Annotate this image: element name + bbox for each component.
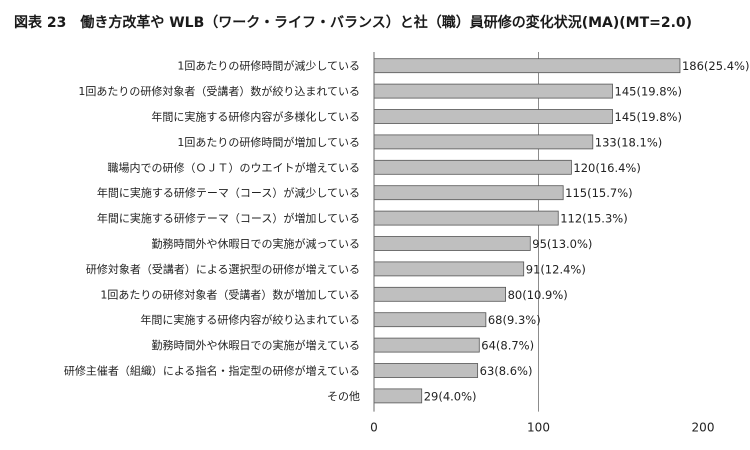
bar-4 bbox=[373, 134, 594, 150]
bar-12 bbox=[373, 337, 480, 353]
label-layer: 1回あたりの研修時間が減少している 186(25.4%) 1回あたりの研修対象者（受… bbox=[64, 59, 750, 435]
category-label-1: 1回あたりの研修時間が減少している bbox=[177, 59, 360, 73]
category-label-14: その他 bbox=[327, 390, 360, 403]
category-label-8: 勤務時間外や休暇日での実施が減っている bbox=[152, 237, 360, 251]
category-label-11: 年間に実施する研修内容が絞り込まれている bbox=[140, 313, 360, 327]
value-label-13: 63(8.6%) bbox=[480, 364, 533, 378]
value-label-9: 91(12.4%) bbox=[526, 262, 586, 276]
category-label-2: 1回あたりの研修対象者（受講者）数が絞り込まれている bbox=[78, 84, 360, 98]
category-label-7: 年間に実施する研修テーマ（コース）が増加している bbox=[97, 211, 360, 225]
category-label-10: 1回あたりの研修対象者（受講者）数が増加している bbox=[100, 287, 360, 301]
value-label-11: 68(9.3%) bbox=[488, 313, 541, 327]
bar-3 bbox=[373, 109, 613, 124]
bar-11 bbox=[373, 312, 487, 328]
value-label-3: 145(19.8%) bbox=[615, 110, 682, 124]
value-label-2: 145(19.8%) bbox=[615, 85, 682, 99]
bar-1 bbox=[373, 58, 681, 74]
value-label-4: 133(18.1%) bbox=[595, 135, 662, 149]
value-label-14: 29(4.0%) bbox=[424, 389, 477, 403]
chart-title: 図表 23 働き方改革や WLB（ワーク・ライフ・バランス）と社（職）員研修の変… bbox=[14, 15, 693, 31]
category-label-12: 勤務時間外や休暇日での実施が増えている bbox=[152, 338, 360, 352]
bar-5 bbox=[373, 159, 572, 175]
bar-14 bbox=[373, 388, 423, 404]
bar-8 bbox=[373, 236, 531, 251]
value-label-10: 80(10.9%) bbox=[508, 288, 568, 302]
bar-7 bbox=[373, 210, 559, 226]
bar-9 bbox=[373, 261, 525, 277]
bar-6 bbox=[373, 185, 564, 201]
value-label-7: 112(15.3%) bbox=[560, 212, 627, 226]
category-label-6: 年間に実施する研修テーマ（コース）が減少している bbox=[97, 186, 360, 200]
category-label-9: 研修対象者（受講者）による選択型の研修が増えている bbox=[86, 262, 360, 276]
bar-2 bbox=[373, 83, 613, 99]
value-label-1: 186(25.4%) bbox=[682, 59, 749, 73]
category-label-4: 1回あたりの研修時間が増加している bbox=[177, 135, 360, 149]
value-label-8: 95(13.0%) bbox=[532, 237, 592, 251]
value-label-5: 120(16.4%) bbox=[573, 161, 640, 175]
x-tick-label-200: 200 bbox=[692, 421, 715, 435]
value-label-6: 115(15.7%) bbox=[565, 186, 632, 200]
value-label-12: 64(8.7%) bbox=[481, 339, 534, 353]
category-label-13: 研修主催者（組織）による指名・指定型の研修が増えている bbox=[64, 364, 360, 378]
bar-layer bbox=[373, 58, 681, 404]
bar-13 bbox=[373, 363, 479, 378]
category-label-5: 職場内での研修（ＯＪＴ）のウエイトが増えている bbox=[108, 160, 360, 174]
category-label-3: 年間に実施する研修内容が多様化している bbox=[151, 110, 360, 124]
x-tick-label-100: 100 bbox=[527, 421, 550, 435]
bar-10 bbox=[373, 286, 507, 302]
x-tick-label-0: 0 bbox=[370, 421, 378, 435]
